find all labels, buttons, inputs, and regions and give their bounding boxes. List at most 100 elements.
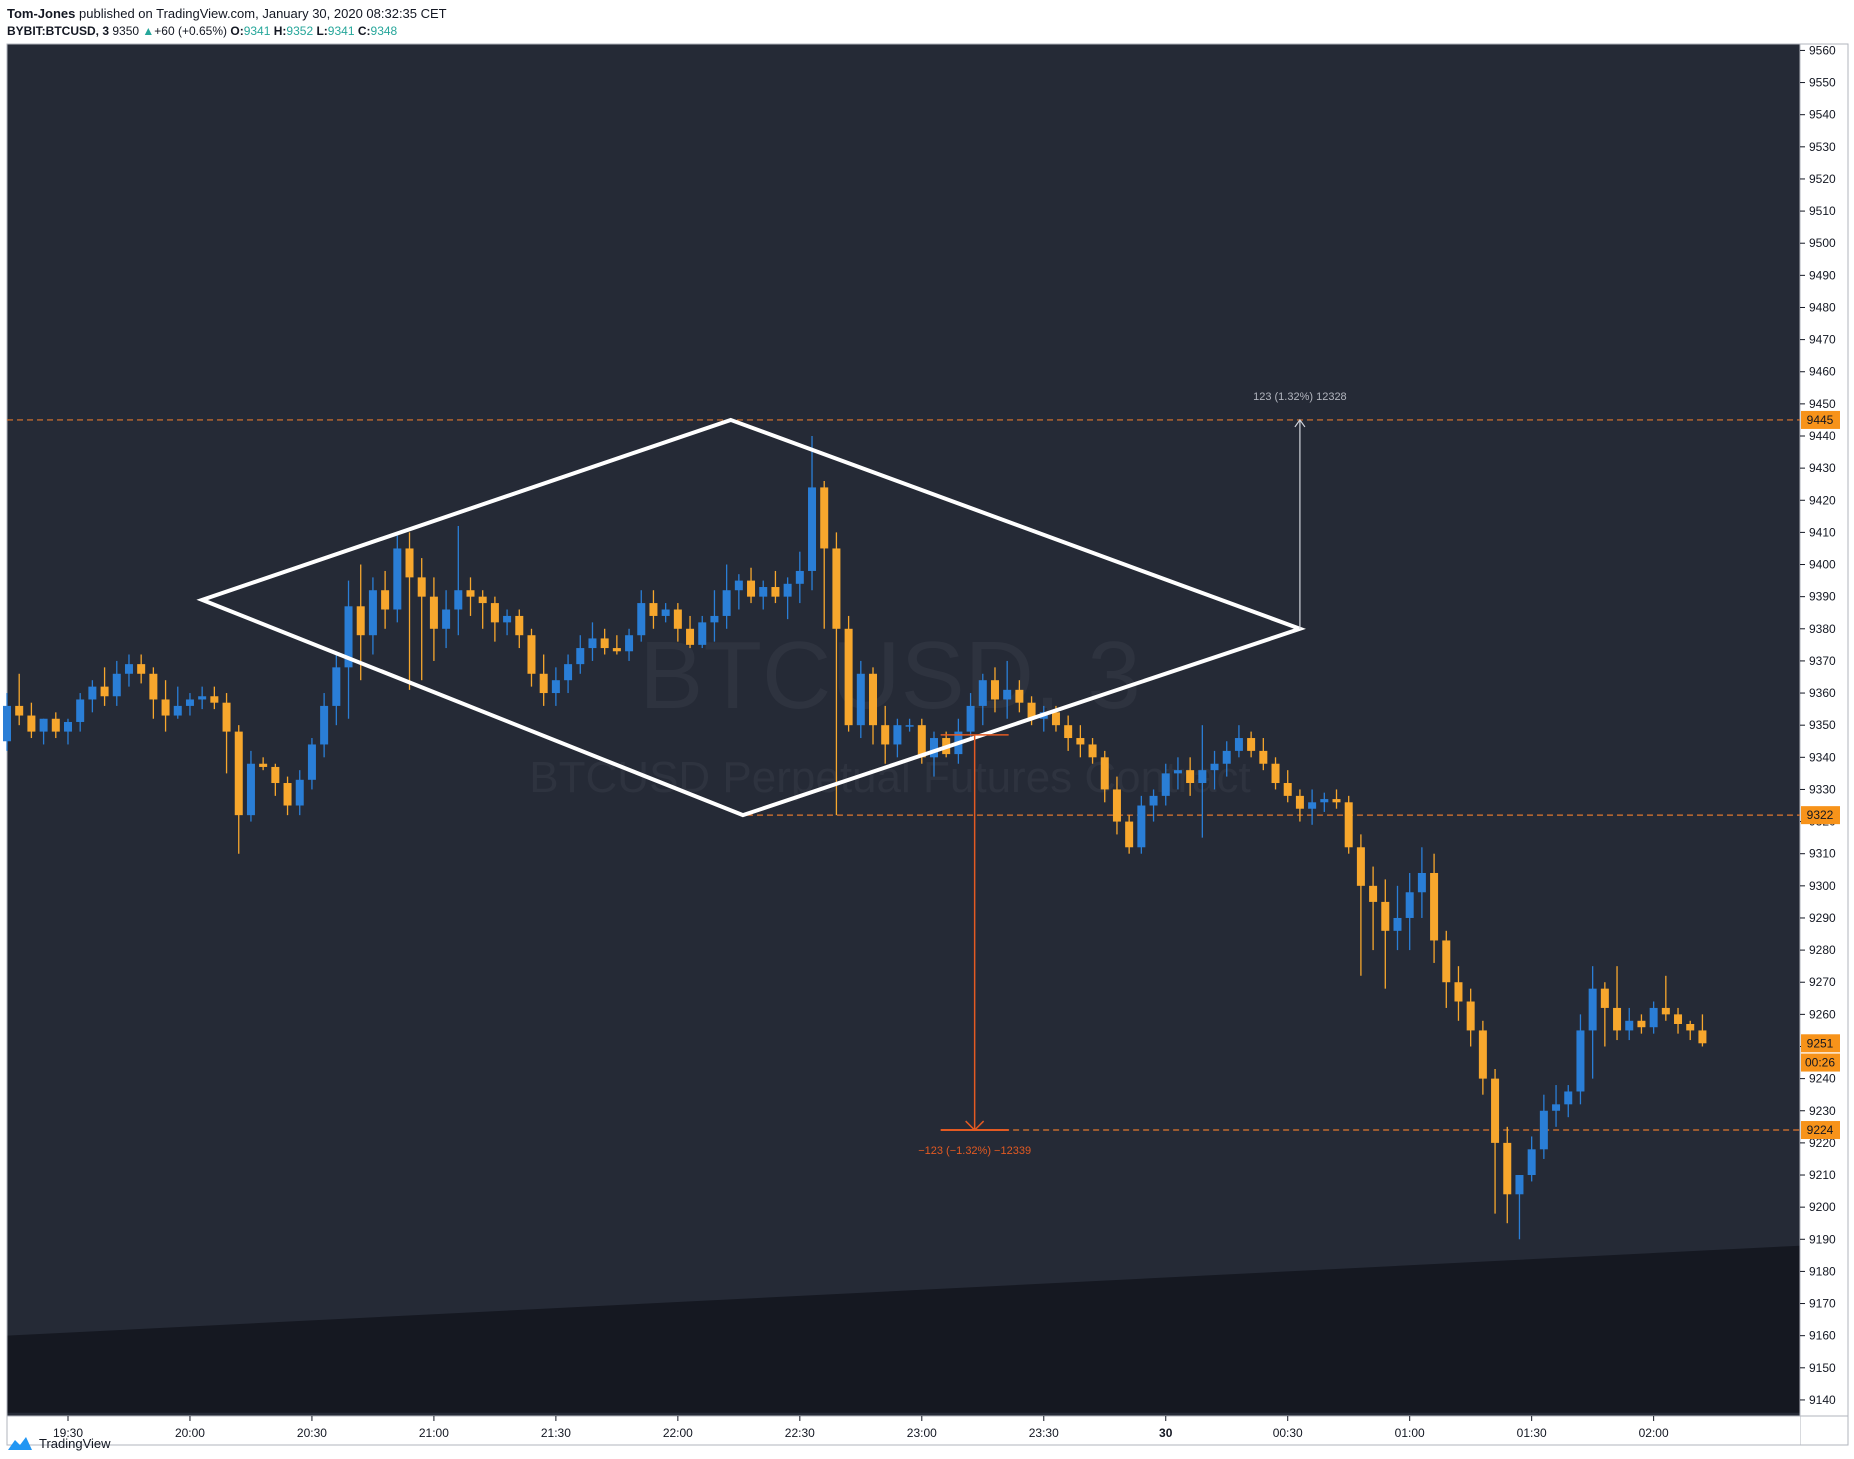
candle-body [588, 638, 597, 649]
candle-body [1051, 712, 1060, 726]
y-tick-label: 9140 [1809, 1393, 1836, 1407]
candle-body [734, 580, 743, 591]
candle-body [1015, 689, 1024, 703]
y-tick-label: 9500 [1809, 236, 1836, 250]
high-label: H: [273, 24, 287, 38]
candle-body [1320, 799, 1329, 803]
legend-ohlc: BYBIT:BTCUSD, 3 9350 ▲+60 (+0.65%) O:934… [7, 24, 397, 38]
candle-body [1259, 750, 1268, 764]
candle-body [1674, 1014, 1683, 1024]
candle-body [1003, 689, 1012, 700]
y-tick-label: 9440 [1809, 429, 1836, 443]
candle-body [1356, 847, 1365, 886]
y-tick-label: 9530 [1809, 140, 1836, 154]
y-tick-label: 9430 [1809, 461, 1836, 475]
close-label: C: [357, 24, 371, 38]
candle-body [1295, 795, 1304, 809]
author-name[interactable]: Tom-Jones [7, 6, 76, 21]
candle-body [503, 615, 512, 623]
y-tick-label: 9330 [1809, 782, 1836, 796]
y-tick-label: 9190 [1809, 1232, 1836, 1246]
candle-body [673, 609, 682, 629]
candle-body [1210, 763, 1219, 771]
candle-body [929, 738, 938, 758]
candle-body [3, 705, 11, 742]
y-tick-label: 9550 [1809, 76, 1836, 90]
y-tick-label: 9380 [1809, 622, 1836, 636]
price-badge [1801, 1053, 1840, 1072]
candle-body [283, 783, 292, 806]
candle-body [1308, 802, 1317, 809]
candle-body [1125, 821, 1134, 848]
x-tick-label: 01:30 [1517, 1426, 1547, 1440]
candle-body [881, 725, 890, 745]
candle-body [454, 590, 463, 610]
candle-body [173, 705, 182, 716]
price-axis[interactable]: 9560 9550 9540 9530 9520 9510 9500 9490 9480 9470… [1800, 43, 1840, 1407]
candle-body [490, 603, 499, 623]
x-tick-label: 19:30 [53, 1426, 83, 1440]
candle-body [1393, 917, 1402, 931]
candle-body [1076, 738, 1085, 745]
candle-body [1625, 1020, 1634, 1031]
time-axis[interactable]: 19:30 20:00 20:30 21:00 21:30 22:00 22:30 23:00… [53, 1416, 1669, 1440]
drawings[interactable]: 123 (1.32%) 12328 −123 (−1.32%) −12339 [196, 391, 1347, 1157]
candle-body [1527, 1149, 1536, 1176]
y-tick-label: 9350 [1809, 718, 1836, 732]
candle-body [1271, 763, 1280, 784]
candle-body [1405, 892, 1414, 918]
candle-body [259, 763, 268, 767]
candle-body [417, 577, 426, 597]
y-tick-label: 9410 [1809, 525, 1836, 539]
candle-body [1064, 725, 1073, 739]
candle-body [869, 673, 878, 726]
candle-body [1186, 770, 1195, 784]
y-tick-label: 9490 [1809, 268, 1836, 282]
long-projection-label: 123 (1.32%) 12328 [1253, 391, 1347, 403]
candle-body [149, 673, 158, 700]
candle-body [783, 583, 792, 597]
candle-body [1198, 770, 1207, 784]
candle-body [1161, 773, 1170, 796]
candle-body [442, 609, 451, 629]
x-tick-label: 23:30 [1029, 1426, 1059, 1440]
close-value: 9348 [370, 24, 398, 38]
candle-body [759, 587, 768, 597]
y-tick-label: 9420 [1809, 493, 1836, 507]
candle-body [76, 699, 85, 722]
candle-body [551, 680, 560, 694]
candle-body [600, 638, 609, 649]
y-tick-label: 9480 [1809, 300, 1836, 314]
plot-area [7, 44, 1800, 1416]
open-value: 9341 [243, 24, 271, 38]
candle-body [966, 705, 975, 732]
symbol-title[interactable]: BYBIT:BTCUSD, 3 [7, 24, 110, 38]
candle-body [1661, 1007, 1670, 1015]
candle-body [1503, 1142, 1512, 1195]
x-tick-label: 02:00 [1639, 1426, 1669, 1440]
candle-body [808, 487, 817, 571]
candle-body [917, 725, 926, 758]
candle-body [1454, 982, 1463, 1002]
price-badge [1801, 806, 1840, 825]
candle-body [271, 766, 280, 784]
y-tick-label: 9170 [1809, 1297, 1836, 1311]
candle-body [710, 615, 719, 623]
x-tick-label: 01:00 [1395, 1426, 1425, 1440]
y-tick-label: 9560 [1809, 43, 1836, 57]
candle-body [1149, 795, 1158, 806]
candle-body [1637, 1020, 1646, 1028]
y-tick-label: 9200 [1809, 1200, 1836, 1214]
y-tick-label: 9340 [1809, 750, 1836, 764]
y-tick-label: 9220 [1809, 1136, 1836, 1150]
y-tick-label: 9240 [1809, 1072, 1836, 1086]
candle-body [295, 779, 304, 806]
footer-brand: TradingView [39, 1435, 111, 1451]
candle-body [1600, 988, 1609, 1008]
low-label: L: [316, 24, 328, 38]
price-axis-background [1800, 44, 1848, 1445]
candle-body [1234, 738, 1243, 751]
chart-background [6, 43, 1849, 1446]
y-tick-label: 9460 [1809, 365, 1836, 379]
